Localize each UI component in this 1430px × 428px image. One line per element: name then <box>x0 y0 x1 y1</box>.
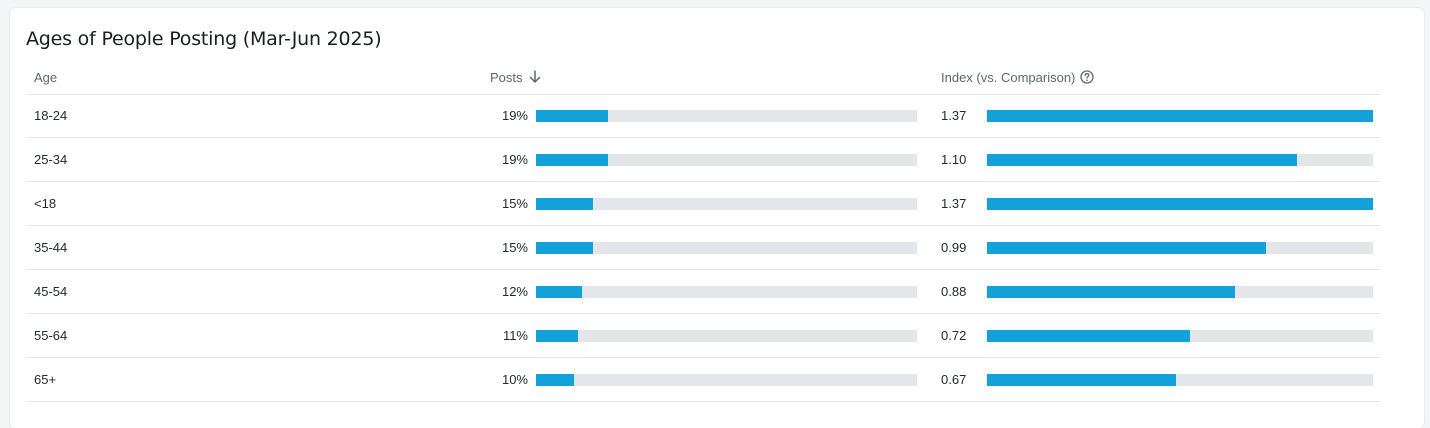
posts-value: 15% <box>501 240 528 255</box>
age-label: <18 <box>34 196 57 211</box>
posts-bar-track <box>536 242 917 254</box>
posts-value: 19% <box>501 152 528 167</box>
posts-bar-track <box>536 198 917 210</box>
index-value: 1.37 <box>941 108 967 123</box>
table-row[interactable]: <18 15% 1.37 <box>26 182 1380 226</box>
index-bar-track <box>987 330 1373 342</box>
card-title: Ages of People Posting (Mar-Jun 2025) <box>26 28 382 50</box>
posts-bar-track <box>536 110 917 122</box>
index-bar-track <box>987 242 1373 254</box>
index-bar <box>987 286 1235 298</box>
table-row[interactable]: 65+ 10% 0.67 <box>26 358 1380 402</box>
age-label: 45-54 <box>34 284 68 299</box>
index-bar-track <box>987 110 1373 122</box>
index-bar-track <box>987 198 1373 210</box>
index-bar-track <box>987 154 1373 166</box>
table-row[interactable]: 45-54 12% 0.88 <box>26 270 1380 314</box>
age-label: 65+ <box>34 372 57 387</box>
index-bar <box>987 330 1190 342</box>
index-value: 1.37 <box>941 196 967 211</box>
help-circle-icon[interactable] <box>1080 70 1095 84</box>
posts-bar <box>536 330 578 342</box>
index-bar <box>987 242 1266 254</box>
posts-bar-track <box>536 374 917 386</box>
column-header-posts-label: Posts <box>490 70 523 85</box>
index-bar-track <box>987 374 1373 386</box>
table-row[interactable]: 55-64 11% 0.72 <box>26 314 1380 358</box>
posts-value: 12% <box>501 284 528 299</box>
posts-bar-track <box>536 330 917 342</box>
column-header-posts[interactable]: Posts <box>490 70 541 85</box>
posts-value: 15% <box>501 196 528 211</box>
index-value: 0.67 <box>941 372 967 387</box>
posts-value: 11% <box>502 328 528 343</box>
age-breakdown-card: Ages of People Posting (Mar-Jun 2025) Ag… <box>10 8 1424 428</box>
table-row[interactable]: 35-44 15% 0.99 <box>26 226 1380 270</box>
index-bar <box>987 198 1373 210</box>
posts-bar <box>536 242 594 254</box>
age-label: 35-44 <box>34 240 68 255</box>
posts-bar <box>536 110 609 122</box>
table-body: 18-24 19% 1.37 25-34 19% 1.10 <18 15% 1.37 35-44 1… <box>26 94 1380 402</box>
index-value: 1.10 <box>941 152 967 167</box>
column-header-index-label: Index (vs. Comparison) <box>941 70 1076 85</box>
table-header: Age Posts Index (vs. Comparison) <box>26 64 1380 95</box>
posts-value: 10% <box>501 372 528 387</box>
index-bar <box>987 154 1297 166</box>
table-row[interactable]: 18-24 19% 1.37 <box>26 94 1380 138</box>
column-header-index[interactable]: Index (vs. Comparison) <box>941 70 1095 85</box>
index-bar <box>987 110 1373 122</box>
index-value: 0.72 <box>941 328 967 343</box>
posts-bar <box>536 198 594 210</box>
posts-bar-track <box>536 286 917 298</box>
index-value: 0.88 <box>941 284 967 299</box>
posts-bar <box>536 374 575 386</box>
posts-value: 19% <box>501 108 528 123</box>
posts-bar-track <box>536 154 917 166</box>
index-bar <box>987 374 1176 386</box>
age-label: 25-34 <box>34 152 68 167</box>
index-bar-track <box>987 286 1373 298</box>
age-label: 55-64 <box>34 328 68 343</box>
table-row[interactable]: 25-34 19% 1.10 <box>26 138 1380 182</box>
column-header-age[interactable]: Age <box>34 70 57 85</box>
age-label: 18-24 <box>34 108 68 123</box>
posts-bar <box>536 286 582 298</box>
index-value: 0.99 <box>941 240 967 255</box>
posts-bar <box>536 154 609 166</box>
column-header-age-label: Age <box>34 70 58 85</box>
arrow-down-icon[interactable] <box>529 70 541 84</box>
